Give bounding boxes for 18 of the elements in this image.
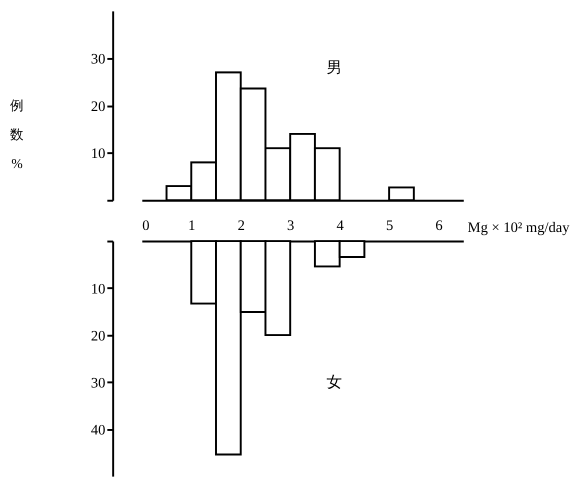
y-tick-label: 30 <box>90 52 106 68</box>
x-tick-label: 1 <box>188 218 196 234</box>
y-tick-label: 10 <box>90 281 106 298</box>
y-tick-label: 20 <box>90 328 106 344</box>
x-tick-label: 3 <box>287 218 294 234</box>
x-tick-label: 4 <box>336 218 344 234</box>
x-tick-label: 6 <box>435 218 443 234</box>
text: 男 <box>326 60 343 77</box>
text: 女 <box>326 374 343 391</box>
y-tick-label: 10 <box>90 146 106 162</box>
x-tick-label: 0 <box>142 218 150 234</box>
y-tick-label: 40 <box>90 422 106 438</box>
x-axis-title: Mg × 10² mg/day <box>468 220 570 236</box>
x-tick-label: 5 <box>386 218 394 234</box>
x-tick-label: 2 <box>238 218 245 234</box>
y-tick-label: 30 <box>90 375 106 392</box>
y-axis-title: 例数% <box>10 98 24 172</box>
y-tick-label: 20 <box>90 98 106 115</box>
